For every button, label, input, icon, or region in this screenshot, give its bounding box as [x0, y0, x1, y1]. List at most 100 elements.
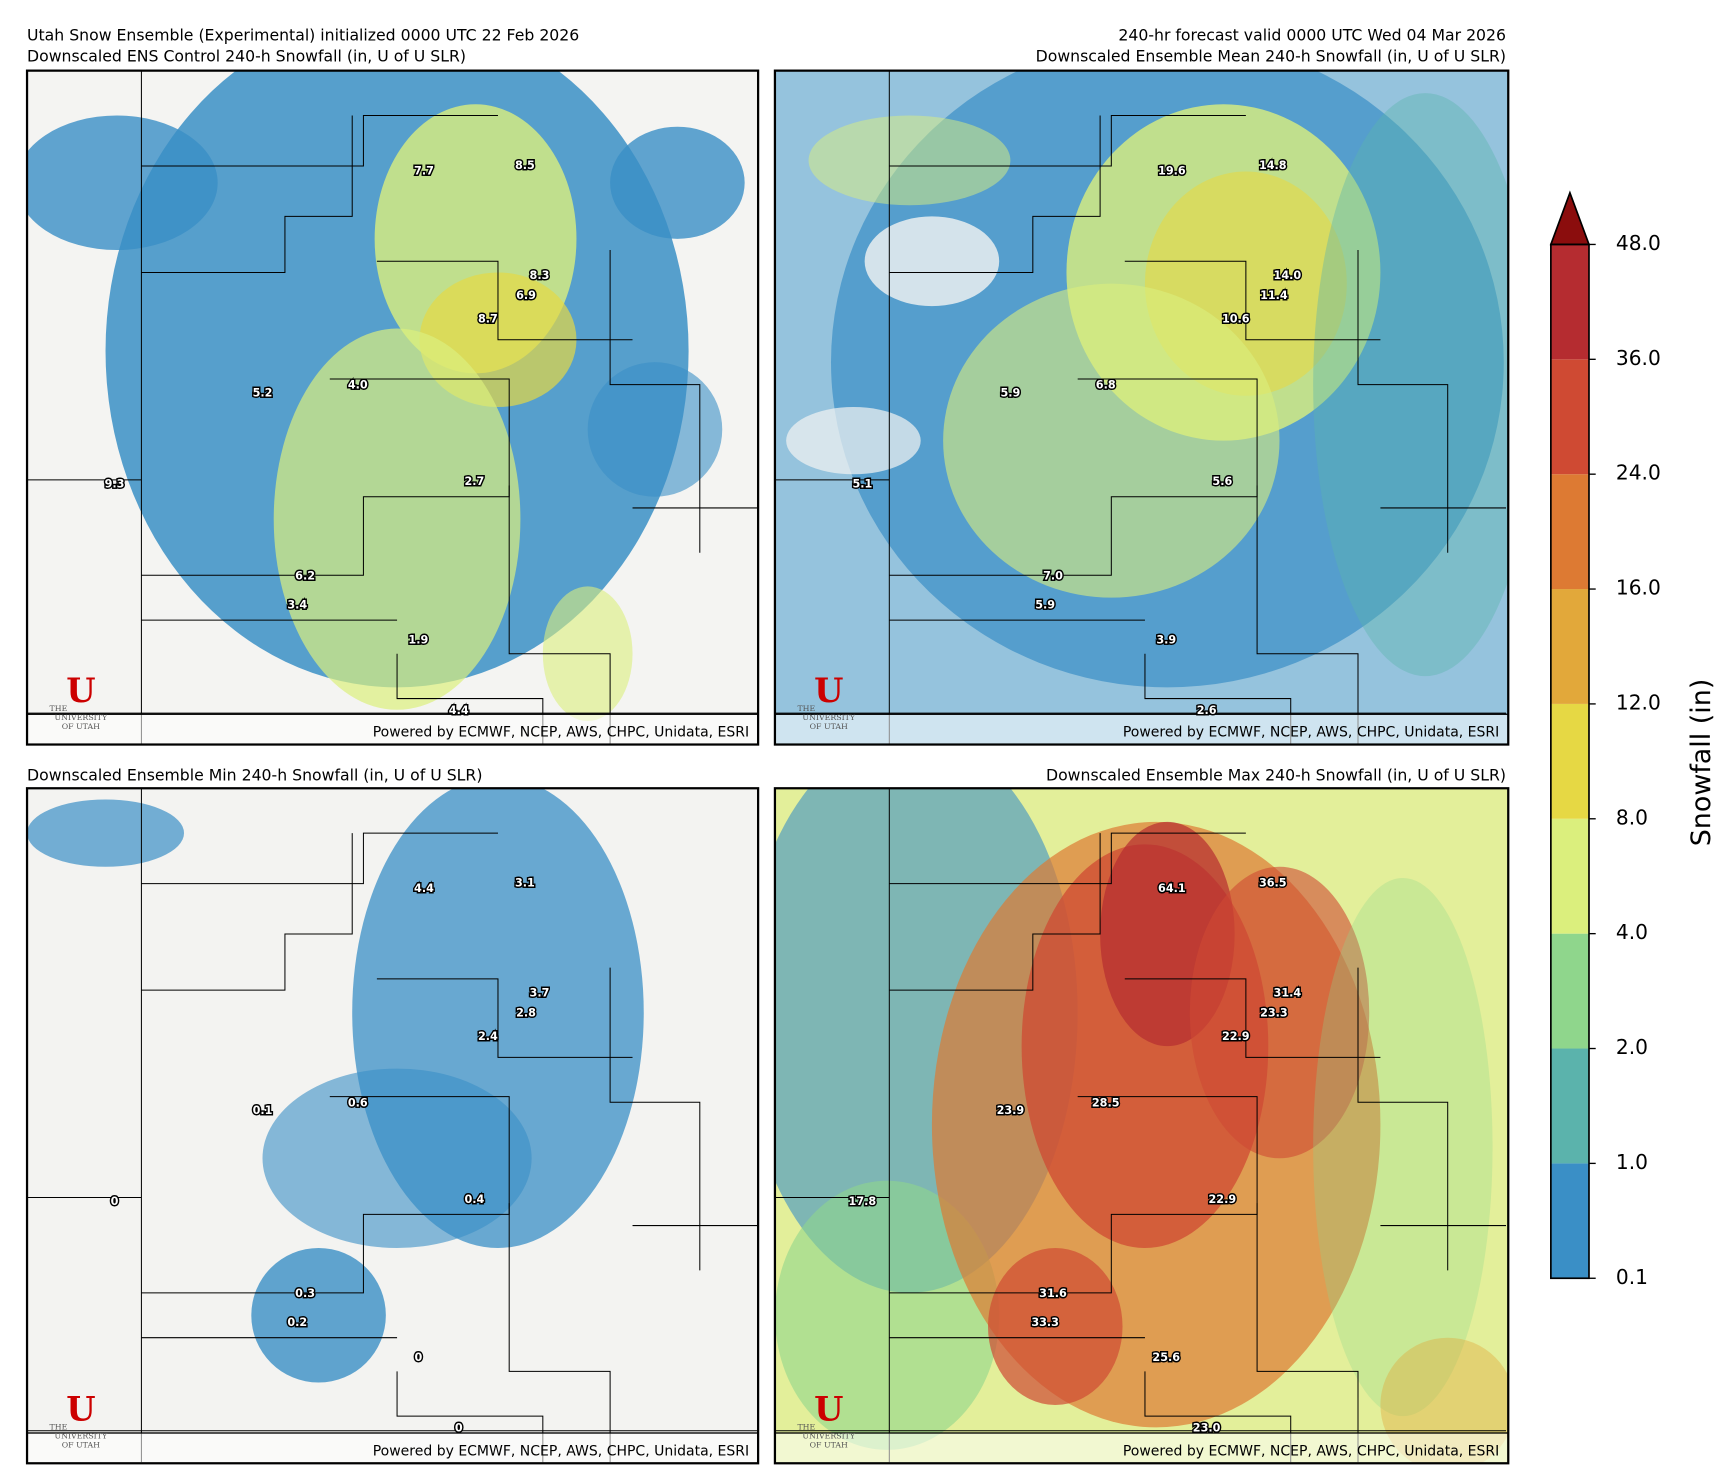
point-label: 1.9 [408, 633, 428, 646]
colorbar-tick-label: 12.0 [1616, 690, 1661, 714]
colorbar-frame [1550, 243, 1590, 1280]
boundary [508, 485, 611, 745]
boundary [889, 1096, 1258, 1294]
boundary [508, 1203, 611, 1463]
boundary [141, 378, 510, 576]
colorbar-tick-label: 0.1 [1616, 1265, 1648, 1289]
point-label: 23.9 [997, 1104, 1025, 1117]
snow-area [27, 799, 185, 867]
point-label: 0.4 [465, 1193, 485, 1206]
panel-frame [25, 69, 760, 746]
point-label: 5.6 [1212, 475, 1232, 488]
snow-area [1380, 1337, 1509, 1464]
boundary [1357, 250, 1449, 553]
colorbar-bin [1550, 589, 1589, 704]
point-label: 23.3 [1260, 1007, 1288, 1020]
logo-text: OF UTAH [62, 722, 100, 731]
colorbar-tick-label: 2.0 [1616, 1035, 1648, 1059]
point-label: 2.7 [465, 475, 485, 488]
map-panel: Powered by ECMWF, NCEP, AWS, CHPC, Unida… [774, 70, 1509, 745]
boundary [889, 832, 1246, 885]
point-label: 23.0 [1193, 1422, 1221, 1435]
colorbar-tick-label: 16.0 [1616, 576, 1661, 600]
boundary [376, 260, 633, 341]
colorbar-bin [1550, 1163, 1589, 1279]
point-label: 17.8 [849, 1195, 877, 1208]
point-label: 0.1 [253, 1104, 273, 1117]
point-label: 4.4 [449, 704, 469, 717]
point-label: 14.0 [1274, 269, 1302, 282]
point-label: 9.3 [105, 477, 125, 490]
point-label: 3.9 [1156, 633, 1176, 646]
snow-area [27, 115, 218, 251]
boundary [376, 978, 633, 1058]
point-label: 22.9 [1222, 1030, 1250, 1043]
point-label: 10.6 [1222, 313, 1250, 326]
snow-area [786, 407, 921, 475]
colorbar-bin [1550, 933, 1589, 1049]
panel-title: Downscaled Ensemble Max 240-h Snowfall (… [1046, 765, 1506, 784]
boundary [609, 250, 701, 553]
logo-text: THE [50, 1423, 68, 1432]
panel-frame [773, 69, 1510, 746]
boundary [1357, 967, 1449, 1271]
point-label: 5.9 [1000, 387, 1020, 400]
point-label: 3.1 [515, 877, 535, 890]
snow-area [808, 115, 1011, 206]
snow-area [943, 283, 1280, 598]
colorbar-tick-label: 24.0 [1616, 461, 1661, 485]
credit-box [27, 713, 759, 745]
point-label: 4.4 [414, 882, 434, 895]
point-label: 8.7 [478, 313, 498, 326]
colorbar-extend [1549, 190, 1591, 246]
colorbar-bin [1550, 818, 1589, 934]
boundary [141, 115, 353, 273]
point-label: 3.7 [530, 986, 550, 999]
point-label: 11.4 [1260, 289, 1288, 302]
boundary [141, 1096, 510, 1294]
point-label: 6.8 [1096, 379, 1116, 392]
credit: Powered by ECMWF, NCEP, AWS, CHPC, Unida… [1123, 725, 1499, 741]
colorbar-label: Snowfall (in) [1686, 679, 1717, 847]
logo-text: UNIVERSITY [55, 713, 108, 722]
point-label: 25.6 [1152, 1351, 1180, 1364]
snow-area [262, 1068, 532, 1248]
credit-box [27, 1432, 759, 1464]
point-label: 8.3 [530, 269, 550, 282]
point-label: 64.1 [1158, 882, 1186, 895]
logo-text: THE [797, 1423, 815, 1432]
snow-area [251, 1247, 386, 1383]
logo-text: THE [50, 704, 68, 713]
boundary [889, 833, 1101, 991]
boundary [141, 833, 353, 991]
logo-mark: U [66, 1389, 95, 1429]
colorbar-bin [1550, 1048, 1589, 1164]
colorbar-tick-label: 4.0 [1616, 920, 1648, 944]
credit: Powered by ECMWF, NCEP, AWS, CHPC, Unida… [373, 725, 749, 741]
snow-area [1313, 877, 1493, 1417]
point-label: 7.0 [1043, 569, 1063, 582]
header-right: 240-hr forecast valid 0000 UTC Wed 04 Ma… [1118, 25, 1506, 44]
boundary [609, 967, 701, 1271]
boundary [1124, 260, 1381, 341]
point-label: 7.7 [414, 165, 434, 178]
point-label: 6.2 [295, 569, 315, 582]
colorbar-bin [1550, 474, 1589, 590]
snow-area [587, 362, 723, 497]
colorbar-tick-label: 1.0 [1616, 1150, 1648, 1174]
panel-title: Downscaled Ensemble Min 240-h Snowfall (… [27, 765, 482, 784]
point-label: 33.3 [1031, 1316, 1059, 1329]
map-panel: Powered by ECMWF, NCEP, AWS, CHPC, Unida… [27, 788, 759, 1464]
colorbar-tick-label: 36.0 [1616, 346, 1661, 370]
point-label: 2.4 [478, 1030, 498, 1043]
point-label: 36.5 [1259, 877, 1287, 890]
logo-text: THE [797, 704, 815, 713]
boundary [1256, 485, 1359, 745]
map-panel: Powered by ECMWF, NCEP, AWS, CHPC, Unida… [27, 70, 759, 745]
point-label: 0.6 [348, 1096, 368, 1109]
snow-area [864, 216, 1000, 307]
point-label: 6.9 [516, 289, 536, 302]
point-label: 4.0 [348, 379, 368, 392]
boundary [1124, 978, 1381, 1058]
